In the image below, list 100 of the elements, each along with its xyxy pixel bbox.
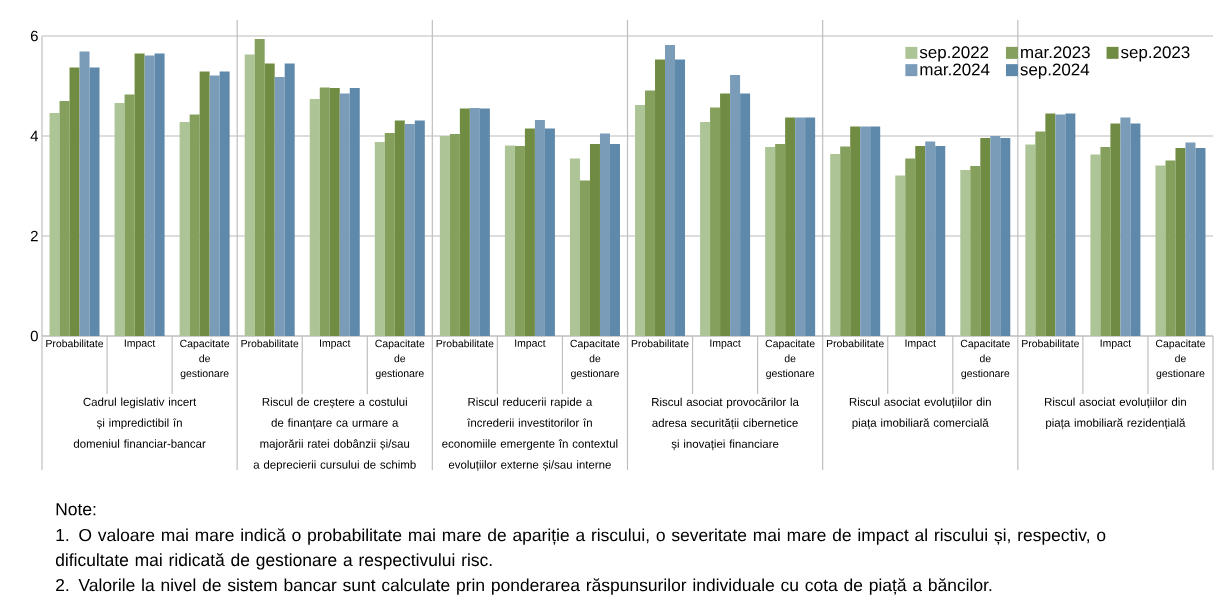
bar	[504, 145, 515, 336]
x-tick-label: Probabilitate	[241, 339, 299, 348]
bar	[1155, 165, 1166, 336]
x-tick-label: Impact	[710, 339, 741, 349]
bar	[329, 88, 340, 336]
legend-label: sep.2023	[1121, 46, 1190, 62]
bar	[1130, 123, 1141, 336]
bar	[544, 128, 555, 336]
bar	[805, 117, 816, 336]
bar	[284, 63, 295, 336]
bar	[1090, 154, 1101, 336]
x-tick-label: Capacitate de gestionare	[570, 339, 620, 380]
bar	[479, 108, 490, 336]
text: Riscul de creștere a costului de finanțare ca urmare a majorării ratei dobânzii și/sau a deprecierii cursului de schimb	[253, 397, 416, 471]
bar	[449, 134, 460, 336]
bar	[349, 88, 360, 336]
bar	[870, 126, 881, 336]
bar	[89, 67, 100, 336]
bar	[905, 158, 916, 336]
bar	[1120, 117, 1131, 336]
bar	[1000, 138, 1011, 336]
bar	[970, 166, 981, 336]
bar	[775, 144, 786, 336]
text: Riscul reducerii rapide a încrederii investitorilor în economiile emergente în contextul evoluțiilor externe și/sau interne	[442, 397, 618, 472]
y-tick-label: 6	[30, 30, 38, 42]
bar	[635, 105, 646, 336]
bar	[79, 51, 90, 336]
bar	[469, 108, 480, 336]
text: Cadrul legislativ incert și impredictibil în domeniul financiar-bancar	[73, 397, 206, 448]
bar	[339, 93, 350, 336]
bar	[124, 94, 135, 336]
bar	[49, 113, 60, 336]
text: Riscul asociat evoluțiilor din piața imobiliară rezidențială	[1045, 397, 1186, 430]
bar	[785, 117, 796, 336]
x-tick-label: Capacitate de gestionare	[180, 339, 230, 380]
bar	[1195, 148, 1206, 336]
bar	[1035, 131, 1046, 336]
bar	[534, 120, 545, 336]
bar	[1045, 113, 1056, 336]
y-tick-label: 4	[30, 130, 39, 142]
x-tick-label: Capacitate de gestionare	[375, 339, 425, 380]
bar	[59, 101, 70, 336]
bar	[830, 154, 841, 336]
bar	[459, 108, 470, 336]
bar	[599, 133, 610, 336]
x-tick-label: Capacitate de gestionare	[960, 339, 1010, 380]
x-tick-label: Capacitate de gestionare	[765, 339, 815, 380]
bar	[439, 136, 450, 336]
bar	[655, 59, 666, 336]
bar	[1065, 113, 1076, 336]
x-tick-label: Probabilitate	[1022, 339, 1079, 348]
bar	[414, 120, 425, 336]
bar	[915, 146, 926, 336]
x-tick-label: Impact	[905, 339, 936, 349]
bar	[524, 128, 535, 336]
bar	[384, 133, 395, 336]
bar	[309, 99, 320, 336]
bar	[244, 54, 255, 336]
bar	[1100, 147, 1111, 336]
text: Note:	[56, 503, 96, 516]
bar	[394, 120, 405, 336]
legend-label: sep.2024	[1020, 63, 1090, 79]
bar	[740, 93, 751, 336]
bar	[154, 53, 165, 336]
x-tick-label: Capacitate de gestionare	[1155, 339, 1205, 380]
bar	[579, 180, 590, 336]
bar	[189, 114, 200, 336]
bar	[209, 75, 220, 336]
legend-label: sep.2022	[919, 46, 989, 62]
x-tick-label: Impact	[1100, 339, 1132, 349]
bar	[69, 67, 80, 336]
text: 2. Valorile la nivel de sistem bancar sunt calculate prin ponderarea răspunsurilor individuale cu cota de piață a băncilor.	[56, 578, 992, 595]
bar	[860, 126, 871, 336]
bar	[935, 146, 946, 336]
bar	[1110, 123, 1121, 336]
text: Riscul asociat evoluțiilor din piața imobiliară comercială	[849, 397, 991, 430]
bar	[895, 175, 906, 336]
x-tick-label: Probabilitate	[826, 339, 884, 348]
bar	[990, 136, 1001, 336]
bar	[134, 53, 145, 336]
bar	[114, 103, 125, 336]
bar	[710, 107, 721, 336]
bar	[665, 45, 676, 336]
x-tick-label: Probabilitate	[46, 339, 104, 348]
x-tick-label: Probabilitate	[631, 339, 689, 348]
bar	[795, 117, 806, 336]
bar	[144, 55, 155, 336]
bar	[274, 77, 285, 336]
bar	[1025, 144, 1036, 336]
bar	[850, 126, 861, 336]
bar	[925, 141, 936, 336]
bar	[404, 124, 415, 336]
bar	[840, 146, 851, 336]
bar	[675, 59, 686, 336]
x-tick-label: Probabilitate	[436, 339, 494, 348]
bar	[609, 144, 620, 336]
bar	[700, 122, 711, 336]
bar	[980, 138, 991, 336]
bar	[765, 147, 776, 336]
y-tick-label: 0	[30, 330, 38, 342]
